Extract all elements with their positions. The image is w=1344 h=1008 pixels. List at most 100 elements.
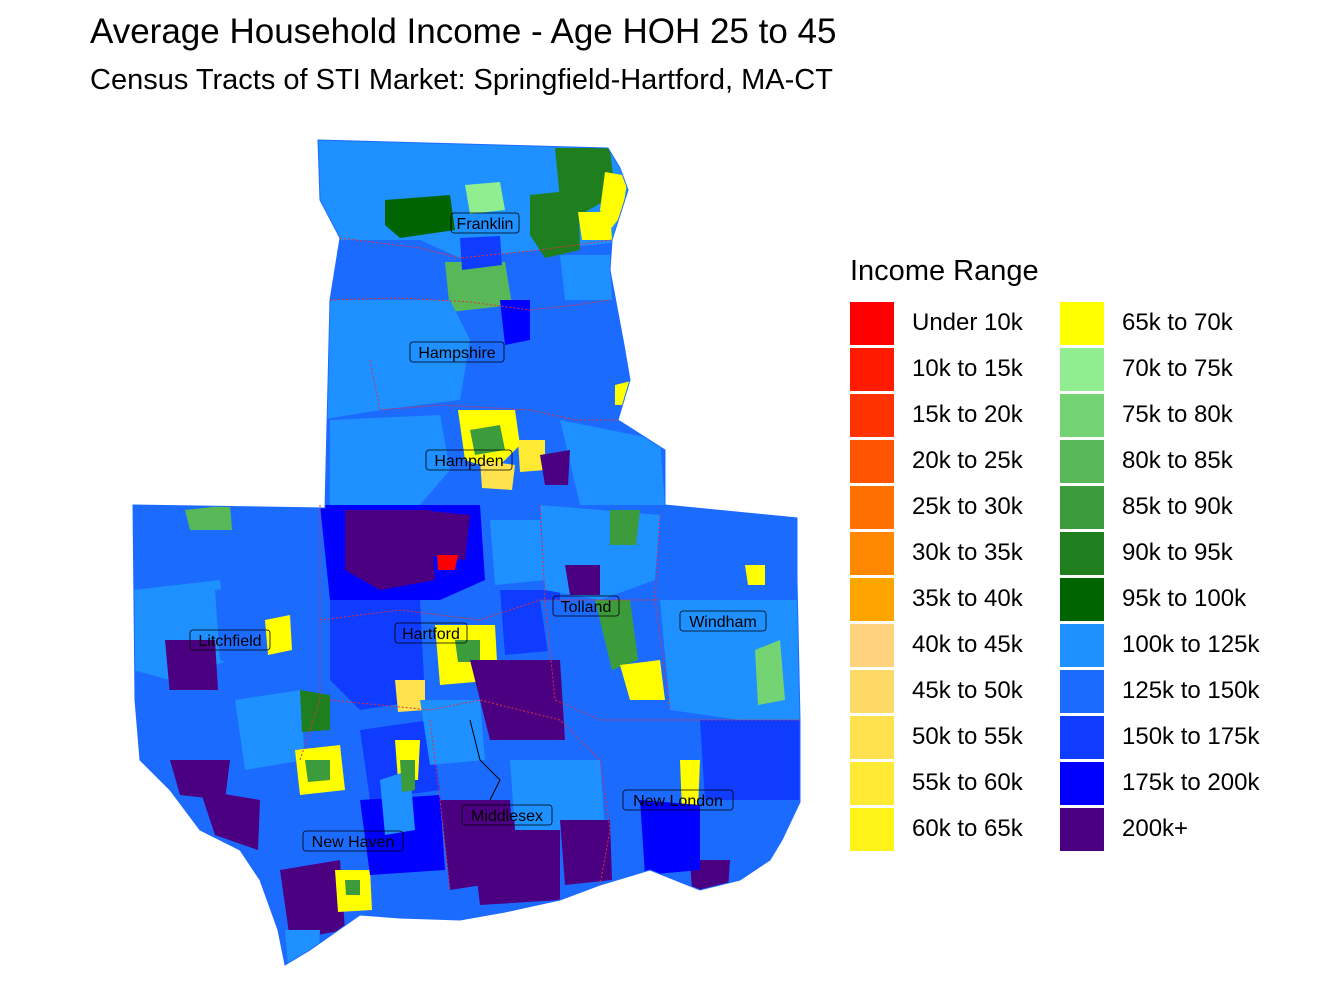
legend-swatch — [1060, 393, 1104, 437]
svg-text:New Haven: New Haven — [312, 834, 395, 851]
legend-label: 65k to 70k — [1122, 309, 1233, 336]
legend-item: 35k to 40k — [850, 576, 1048, 622]
legend-label: 45k to 50k — [912, 677, 1023, 704]
svg-text:Litchfield: Litchfield — [198, 633, 261, 650]
legend-swatch — [1060, 807, 1104, 851]
legend-label: 85k to 90k — [1122, 493, 1233, 520]
legend-item: 200k+ — [1060, 806, 1258, 852]
county-label-new-london: New London — [622, 789, 734, 811]
legend-swatch — [1060, 761, 1104, 805]
legend-item: Under 10k — [850, 300, 1048, 346]
legend-item: 55k to 60k — [850, 760, 1048, 806]
legend-swatch — [850, 715, 894, 759]
svg-text:Hartford: Hartford — [402, 626, 460, 643]
legend-label: 100k to 125k — [1122, 631, 1260, 658]
svg-text:Hampden: Hampden — [434, 453, 503, 470]
legend-item: 30k to 35k — [850, 530, 1048, 576]
legend-item: 95k to 100k — [1060, 576, 1258, 622]
legend-label: 90k to 95k — [1122, 539, 1233, 566]
legend-item: 65k to 70k — [1060, 300, 1258, 346]
county-label-hampshire: Hampshire — [409, 341, 505, 363]
legend-label: 80k to 85k — [1122, 447, 1233, 474]
legend-swatch — [850, 439, 894, 483]
legend-item: 150k to 175k — [1060, 714, 1260, 760]
legend-swatch — [850, 393, 894, 437]
county-label-hampden: Hampden — [425, 449, 513, 471]
legend-label: 55k to 60k — [912, 769, 1023, 796]
legend-item: 85k to 90k — [1060, 484, 1258, 530]
legend-swatch — [850, 761, 894, 805]
legend: Income Range Under 10k 10k to 15k 15k to 2… — [850, 254, 1260, 852]
legend-swatch — [850, 301, 894, 345]
legend-label: 175k to 200k — [1122, 769, 1260, 796]
legend-item: 80k to 85k — [1060, 438, 1258, 484]
legend-item: 100k to 125k — [1060, 622, 1260, 668]
svg-text:Tolland: Tolland — [561, 599, 612, 616]
legend-label: 10k to 15k — [912, 355, 1023, 382]
census-tracts — [133, 140, 800, 965]
legend-label: 70k to 75k — [1122, 355, 1233, 382]
legend-label: 200k+ — [1122, 815, 1189, 842]
legend-swatch — [1060, 669, 1104, 713]
county-label-franklin: Franklin — [450, 212, 520, 234]
legend-swatch — [850, 669, 894, 713]
legend-swatch — [1060, 439, 1104, 483]
legend-swatch — [850, 623, 894, 667]
legend-item: 25k to 30k — [850, 484, 1048, 530]
legend-swatch — [1060, 623, 1104, 667]
legend-label: 60k to 65k — [912, 815, 1023, 842]
legend-item: 50k to 55k — [850, 714, 1048, 760]
legend-column-1: Under 10k 10k to 15k 15k to 20k 20k to 25k 2… — [850, 300, 1048, 852]
legend-label: 15k to 20k — [912, 401, 1023, 428]
map-title: Average Household Income - Age HOH 25 to… — [90, 12, 837, 51]
svg-text:Franklin: Franklin — [457, 216, 514, 233]
legend-label: 35k to 40k — [912, 585, 1023, 612]
legend-label: 50k to 55k — [912, 723, 1023, 750]
county-label-middlesex: Middlesex — [461, 804, 553, 826]
legend-swatch — [850, 577, 894, 621]
legend-item: 125k to 150k — [1060, 668, 1260, 714]
legend-item: 75k to 80k — [1060, 392, 1258, 438]
legend-title: Income Range — [850, 255, 1039, 287]
svg-text:Windham: Windham — [689, 614, 757, 631]
legend-label: 125k to 150k — [1122, 677, 1260, 704]
legend-item: 70k to 75k — [1060, 346, 1258, 392]
county-label-hartford: Hartford — [394, 622, 468, 644]
legend-column-2: 65k to 70k 70k to 75k 75k to 80k 80k to 85k… — [1060, 300, 1260, 852]
legend-item: 10k to 15k — [850, 346, 1048, 392]
legend-label: 95k to 100k — [1122, 585, 1247, 612]
map-subtitle: Census Tracts of STI Market: Springfield… — [90, 64, 833, 96]
county-label-tolland: Tolland — [552, 595, 620, 617]
legend-swatch — [850, 347, 894, 391]
legend-label: 20k to 25k — [912, 447, 1023, 474]
legend-swatch — [1060, 301, 1104, 345]
legend-item: 175k to 200k — [1060, 760, 1260, 806]
legend-swatch — [850, 531, 894, 575]
legend-label: 75k to 80k — [1122, 401, 1233, 428]
legend-columns: Under 10k 10k to 15k 15k to 20k 20k to 25k 2… — [850, 300, 1260, 852]
legend-item: 15k to 20k — [850, 392, 1048, 438]
legend-item: 45k to 50k — [850, 668, 1048, 714]
legend-item: 60k to 65k — [850, 806, 1048, 852]
legend-label: 150k to 175k — [1122, 723, 1260, 750]
svg-text:Middlesex: Middlesex — [471, 808, 543, 825]
legend-label: 25k to 30k — [912, 493, 1023, 520]
legend-swatch — [850, 807, 894, 851]
legend-swatch — [1060, 715, 1104, 759]
legend-item: 90k to 95k — [1060, 530, 1258, 576]
legend-swatch — [1060, 347, 1104, 391]
svg-text:New London: New London — [633, 793, 723, 810]
legend-swatch — [850, 485, 894, 529]
legend-swatch — [1060, 577, 1104, 621]
county-labels: Franklin Hampshire Hampden Litchfield Ha… — [189, 212, 767, 852]
legend-item: 20k to 25k — [850, 438, 1048, 484]
county-boundaries — [132, 139, 801, 966]
legend-label: Under 10k — [912, 309, 1023, 336]
legend-swatch — [1060, 531, 1104, 575]
legend-item: 40k to 45k — [850, 622, 1048, 668]
county-label-litchfield: Litchfield — [189, 629, 271, 651]
legend-label: 30k to 35k — [912, 539, 1023, 566]
legend-swatch — [1060, 485, 1104, 529]
county-label-windham: Windham — [679, 610, 767, 632]
